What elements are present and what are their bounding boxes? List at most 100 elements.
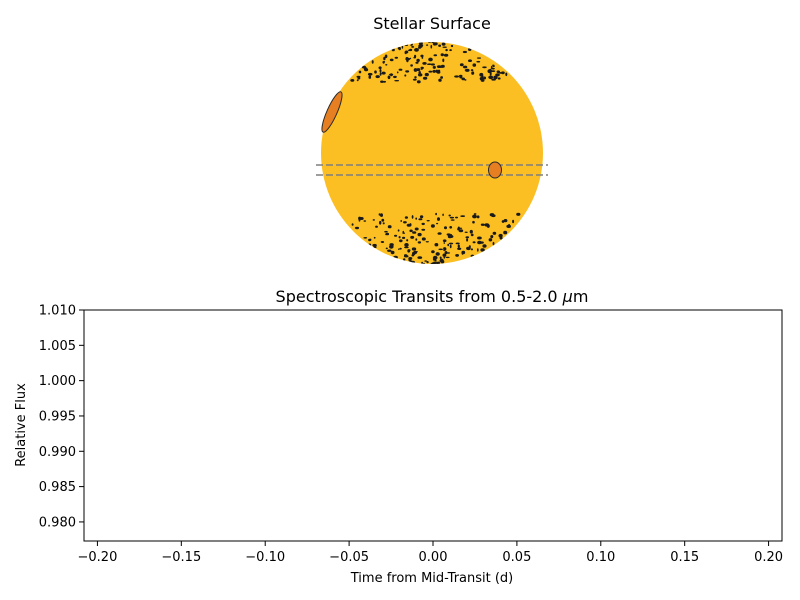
plot-frame [83, 309, 783, 542]
starspot [372, 243, 377, 247]
starspot [417, 232, 422, 237]
starspot [380, 241, 385, 243]
starspot [363, 220, 367, 222]
starspot [445, 256, 450, 259]
starspot [490, 70, 496, 72]
starspot [397, 229, 400, 232]
starspot [351, 223, 354, 226]
starspot [443, 247, 446, 250]
starspot [379, 72, 382, 76]
x-tick-label: −0.20 [78, 550, 118, 565]
starspot [404, 74, 407, 77]
starspot [448, 214, 451, 217]
starspot [477, 248, 479, 252]
x-axis-label: Time from Mid-Transit (d) [350, 571, 514, 586]
starspot [482, 244, 487, 248]
starspot [438, 78, 442, 82]
starspot [413, 56, 417, 59]
starspot [435, 252, 440, 256]
starspot [421, 237, 426, 241]
starspot [433, 261, 438, 263]
starspot [449, 49, 452, 52]
starspot [411, 247, 417, 251]
starspot [469, 229, 473, 234]
starspot [356, 79, 359, 82]
stellar-surface-panel [316, 42, 548, 267]
starspot [387, 249, 392, 252]
y-axis-ticks: 0.980 0.985 0.990 0.995 1.000 1.005 1.010 [39, 304, 84, 530]
starspot [442, 58, 445, 63]
starspot [379, 69, 382, 73]
starspot [473, 213, 477, 215]
starspot [404, 246, 409, 249]
starspot [420, 66, 424, 70]
starspot [468, 59, 472, 62]
starspot [454, 75, 459, 78]
starspot [389, 58, 394, 62]
starspot [480, 248, 485, 252]
starspot [350, 79, 355, 82]
starspot [490, 235, 494, 239]
starspot [428, 42, 431, 43]
starspot [464, 79, 467, 81]
starspot [447, 243, 450, 247]
starspot [476, 60, 481, 63]
starspot [382, 222, 385, 225]
starspot [457, 227, 459, 231]
starspot [356, 75, 361, 78]
starspot [363, 67, 368, 72]
starspot [432, 257, 436, 261]
starspot [409, 229, 413, 233]
starspot [492, 231, 497, 235]
y-tick-label: 0.995 [39, 409, 76, 424]
starspot [432, 42, 437, 46]
starspot [458, 229, 464, 233]
starspot [471, 71, 475, 75]
starspot [450, 44, 454, 48]
starspot [372, 219, 375, 221]
x-tick-label: 0.20 [754, 550, 783, 565]
starspot [430, 265, 434, 267]
starspot [389, 243, 394, 247]
starspot [380, 213, 383, 218]
starspot [426, 261, 429, 264]
starspot [468, 48, 472, 51]
starspot [462, 50, 467, 54]
starspot [401, 45, 404, 49]
starspot [491, 214, 496, 218]
starspot [358, 70, 362, 74]
starspot [472, 214, 477, 219]
starspot [449, 244, 452, 249]
starspot [442, 213, 444, 217]
y-tick-label: 1.010 [39, 304, 76, 319]
starspot [461, 251, 464, 255]
starspot [375, 225, 378, 228]
starspot [358, 216, 362, 221]
starspot [433, 262, 438, 264]
starspot [461, 77, 466, 81]
starspot [459, 74, 463, 77]
starspot [422, 262, 425, 264]
starspot [411, 254, 415, 257]
starspot [406, 58, 409, 63]
starspot [367, 72, 373, 76]
starspot [472, 220, 475, 224]
starspot [415, 217, 418, 220]
starspot [455, 216, 458, 219]
starspot [405, 70, 410, 73]
starspot [406, 239, 409, 242]
starspot [422, 76, 428, 80]
starspot [409, 48, 413, 52]
starspot [440, 66, 443, 68]
starspot [419, 44, 424, 47]
starspot [371, 60, 374, 64]
starspot [434, 243, 439, 247]
starspot [472, 63, 477, 67]
starspot [418, 73, 423, 77]
starspot [408, 258, 412, 262]
starspot [399, 239, 403, 243]
x-tick-label: 0.15 [670, 550, 699, 565]
starspot [398, 68, 403, 71]
starspot [430, 224, 435, 228]
